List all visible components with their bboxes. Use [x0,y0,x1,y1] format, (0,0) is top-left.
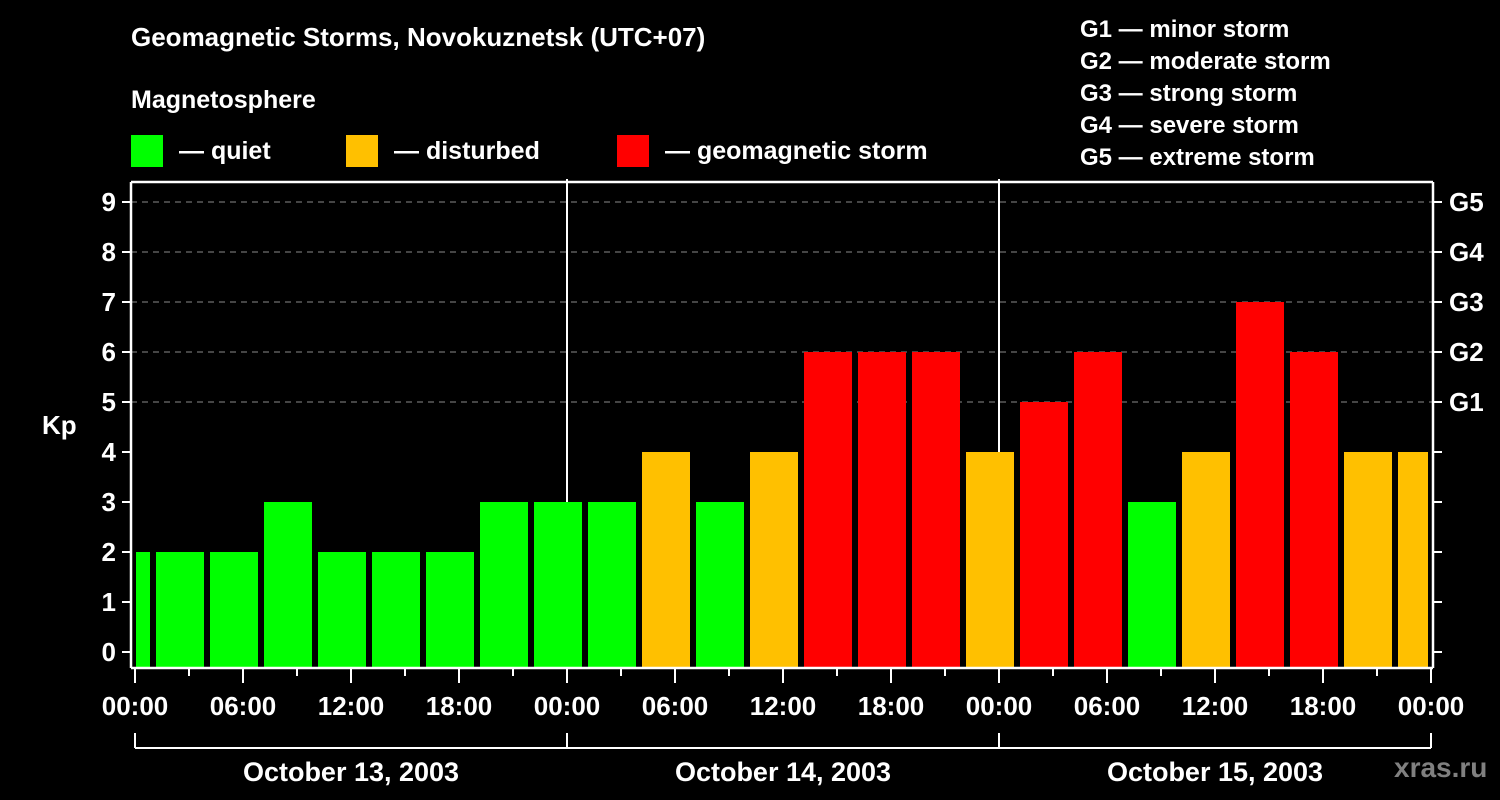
grid-lines [131,201,1433,403]
kp-bar [750,452,798,668]
day-label: October 15, 2003 [1107,757,1323,787]
storm-level-label: G5 [1449,187,1484,217]
storm-scale-g1: G1 — minor storm [1080,16,1290,43]
day-label: October 13, 2003 [243,757,459,787]
y-tick-label: 0 [102,637,116,667]
legend-label-quiet: — quiet [179,137,271,165]
kp-bar [804,352,852,668]
kp-bar [1398,452,1428,668]
legend-disturbed: — disturbed [346,135,540,167]
x-tick-label: 18:00 [1290,691,1357,721]
kp-bar [696,502,744,668]
y-tick-label: 1 [102,587,116,617]
kp-bar [1290,352,1338,668]
kp-bar [372,552,420,668]
legend-swatch-disturbed [346,135,378,167]
x-tick-label: 00:00 [966,691,1033,721]
storm-scale-g3: G3 — strong storm [1080,80,1298,107]
kp-bar [534,502,582,668]
x-tick-label: 06:00 [642,691,709,721]
storm-scale-g5: G5 — extreme storm [1080,144,1315,171]
storm-scale-g2: G2 — moderate storm [1080,48,1331,75]
axis-labels: 0 1 2 3 4 5 6 7 8 9 G1 G2 G3 G4 G5 00:00 06:00 12:00 18:00… [102,187,1485,787]
legend-swatch-quiet [131,135,163,167]
y-tick-label: 3 [102,487,116,517]
storm-level-label: G4 [1449,237,1484,267]
storm-level-label: G1 [1449,387,1484,417]
kp-bar [642,452,690,668]
storm-level-label: G3 [1449,287,1484,317]
x-tick-label: 18:00 [858,691,925,721]
y-tick-label: 9 [102,187,116,217]
storm-scale-g4: G4 — severe storm [1080,112,1299,139]
bars [136,302,1428,668]
kp-bar [1344,452,1392,668]
kp-bar [858,352,906,668]
kp-bar [1128,502,1176,668]
y-tick-label: 8 [102,237,116,267]
kp-bar [264,502,312,668]
x-tick-label: 00:00 [534,691,601,721]
kp-bar [136,552,150,668]
legend-heading: Magnetosphere [131,86,316,114]
kp-bar [1236,302,1284,668]
kp-bar [1182,452,1230,668]
axes [122,180,1442,749]
watermark: xras.ru [1394,752,1488,783]
y-tick-label: 2 [102,537,116,567]
y-tick-label: 6 [102,337,116,367]
chart-title: Geomagnetic Storms, Novokuznetsk (UTC+07… [131,22,706,52]
x-tick-label: 06:00 [1074,691,1141,721]
x-tick-label: 12:00 [318,691,385,721]
kp-bar [588,502,636,668]
x-tick-label: 12:00 [750,691,817,721]
y-tick-label: 4 [102,437,117,467]
kp-bar [318,552,366,668]
kp-bar [966,452,1014,668]
x-tick-label: 18:00 [426,691,493,721]
storm-level-label: G2 [1449,337,1484,367]
y-axis-label: Kp [42,410,77,440]
storm-scale-legend: G1 — minor storm G2 — moderate storm G3 … [1080,14,1331,174]
x-tick-label: 12:00 [1182,691,1249,721]
kp-bar [1074,352,1122,668]
x-tick-label: 06:00 [210,691,277,721]
day-label: October 14, 2003 [675,757,891,787]
legend-swatch-storm [617,135,649,167]
x-tick-label: 00:00 [1398,691,1465,721]
kp-bar [1020,402,1068,668]
y-tick-label: 7 [102,287,116,317]
legend-label-disturbed: — disturbed [394,137,540,165]
y-tick-label: 5 [102,387,116,417]
kp-bar [156,552,204,668]
legend-storm: — geomagnetic storm [617,135,928,167]
kp-bar [210,552,258,668]
x-tick-label: 00:00 [102,691,169,721]
kp-bar [426,552,474,668]
legend-quiet: — quiet [131,135,271,167]
kp-bar [480,502,528,668]
legend-label-storm: — geomagnetic storm [665,137,928,165]
kp-bar [912,352,960,668]
